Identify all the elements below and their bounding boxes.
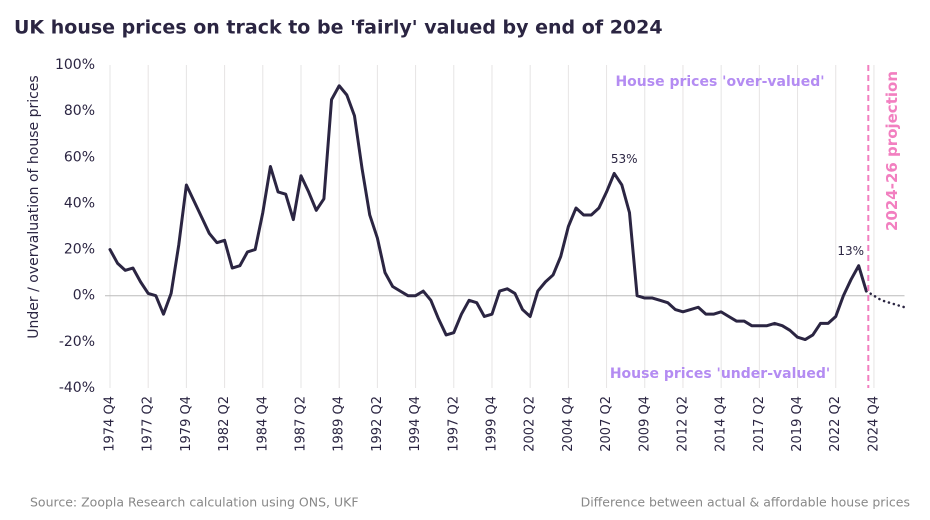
- data-line: [108, 84, 868, 342]
- x-tick-label: 1989 Q4: [332, 396, 347, 452]
- data-label: 53%: [611, 152, 638, 166]
- y-tick-label: -40%: [59, 380, 95, 396]
- y-tick-label: 80%: [64, 103, 95, 119]
- annotation: 2024-26 projection: [883, 71, 901, 231]
- annotation: House prices 'over-valued': [615, 74, 824, 90]
- note: Difference between actual & affordable h…: [581, 495, 910, 510]
- y-tick-label: 0%: [73, 288, 95, 304]
- data-label: 13%: [837, 244, 864, 258]
- x-tick-label: 2002 Q2: [523, 396, 538, 452]
- x-tick-label: 2004 Q4: [561, 396, 576, 452]
- x-tick-label: 2012 Q2: [675, 396, 690, 452]
- source: Source: Zoopla Research calculation usin…: [30, 495, 359, 510]
- y-tick-label: 40%: [64, 195, 95, 211]
- x-tick-label: 2017 Q2: [752, 396, 767, 452]
- x-tick-label: 2024 Q4: [866, 396, 881, 452]
- y-tick-label: -20%: [59, 334, 95, 350]
- y-tick-label: 60%: [64, 149, 95, 165]
- x-tick-label: 1987 Q2: [293, 396, 308, 452]
- y-axis-label: Under / overvaluation of house prices: [26, 75, 42, 338]
- chart-title: UK house prices on track to be 'fairly' …: [14, 17, 663, 39]
- x-tick-label: 1997 Q2: [446, 396, 461, 452]
- x-tick-label: 2022 Q2: [828, 396, 843, 452]
- y-tick-label: 100%: [55, 57, 95, 73]
- x-tick-label: 1979 Q4: [179, 396, 194, 452]
- x-tick-label: 1994 Q4: [408, 396, 423, 452]
- annotation: House prices 'under-valued': [610, 366, 830, 382]
- data-line: [865, 289, 906, 309]
- x-tick-label: 2007 Q2: [599, 396, 614, 452]
- x-tick-label: 1984 Q4: [255, 396, 270, 452]
- x-tick-label: 2019 Q4: [790, 396, 805, 452]
- x-tick-label: 2014 Q4: [714, 396, 729, 452]
- x-tick-label: 1974 Q4: [103, 396, 118, 452]
- x-tick-label: 1982 Q2: [217, 396, 232, 452]
- x-tick-label: 1977 Q2: [141, 396, 156, 452]
- x-tick-label: 2009 Q4: [637, 396, 652, 452]
- x-tick-label: 1992 Q2: [370, 396, 385, 452]
- y-tick-label: 20%: [64, 242, 95, 258]
- x-tick-label: 1999 Q4: [484, 396, 499, 452]
